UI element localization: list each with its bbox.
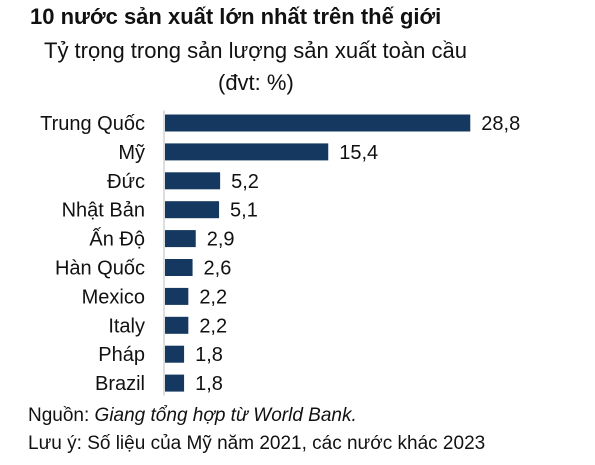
value-label: 5,2 — [231, 171, 259, 193]
bar — [165, 345, 185, 363]
bar — [165, 172, 221, 190]
bar — [165, 287, 189, 305]
value-label: 1,8 — [195, 344, 223, 366]
category-label: Đức — [107, 171, 145, 193]
value-label: 28,8 — [481, 113, 520, 135]
category-label: Ấn Độ — [89, 228, 145, 251]
chart-title: 10 nước sản xuất lớn nhất trên thế giới — [30, 4, 442, 29]
value-label: 1,8 — [195, 373, 223, 395]
bar — [165, 230, 196, 248]
value-label: 2,6 — [204, 258, 232, 280]
bar — [165, 316, 189, 334]
category-label: Trung Quốc — [40, 113, 145, 135]
category-label: Mexico — [82, 286, 145, 308]
bar — [165, 374, 185, 392]
category-label: Italy — [108, 315, 145, 337]
bar — [165, 259, 193, 276]
category-label: Mỹ — [118, 142, 145, 164]
bar — [165, 143, 329, 161]
value-label: 5,1 — [230, 200, 258, 222]
value-label: 15,4 — [339, 142, 378, 164]
bar — [165, 201, 220, 219]
source-text: Giang tổng hợp từ World Bank. — [94, 405, 357, 426]
chart-subtitle: Tỷ trọng trong sản lượng sản xuất toàn c… — [44, 38, 467, 63]
category-label: Nhật Bản — [62, 200, 145, 222]
category-label: Hàn Quốc — [55, 258, 145, 280]
bar-chart: Trung Quốc 28,8 Mỹ 15,4 Đức 5,2 Nhật Bản 5,1 Ấn … — [40, 110, 520, 396]
unit-label: (đvt: %) — [218, 70, 294, 95]
category-label: Brazil — [95, 373, 145, 395]
category-label: Pháp — [98, 344, 145, 366]
value-label: 2,2 — [199, 315, 227, 337]
value-label: 2,2 — [199, 286, 227, 308]
data-note: Lưu ý: Số liệu của Mỹ năm 2021, các nước… — [28, 433, 486, 454]
value-label: 2,9 — [207, 229, 235, 251]
bar — [165, 114, 471, 132]
source-note: Nguồn: Giang tổng hợp từ World Bank. — [28, 405, 357, 427]
source-prefix: Nguồn: — [28, 405, 95, 426]
